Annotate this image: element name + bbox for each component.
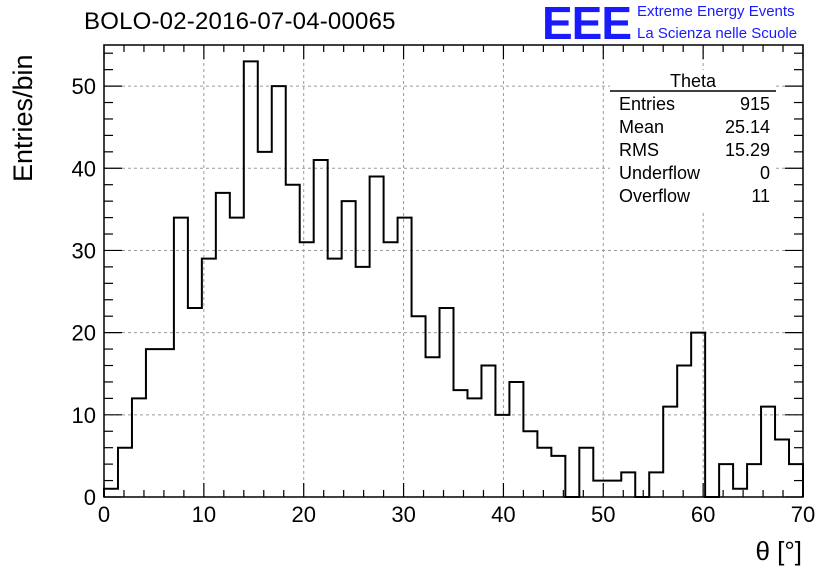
histogram-bin: [356, 267, 370, 497]
x-tick-label: 70: [791, 502, 815, 527]
histogram-bin: [440, 308, 454, 497]
histogram-bin: [719, 464, 733, 497]
x-tick-label: 60: [691, 502, 715, 527]
x-tick-label: 40: [491, 502, 515, 527]
histogram-bin: [649, 472, 663, 497]
histogram-bin: [328, 259, 342, 497]
histogram-bin: [342, 201, 356, 497]
x-tick-label: 30: [391, 502, 415, 527]
histogram-bin: [286, 185, 300, 497]
y-tick-label: 20: [72, 321, 96, 346]
histogram-bin: [370, 176, 384, 497]
histogram-bin: [160, 349, 174, 497]
y-tick-label: 10: [72, 403, 96, 428]
stats-label-entries: Entries: [619, 94, 675, 114]
histogram-bin: [607, 481, 621, 497]
histogram-bin: [258, 152, 272, 497]
stats-label-underflow: Underflow: [619, 163, 701, 183]
stats-label-mean: Mean: [619, 117, 664, 137]
histogram-bin: [481, 366, 495, 497]
stats-label-overflow: Overflow: [619, 186, 691, 206]
histogram-bin: [300, 242, 314, 497]
y-tick-label: 30: [72, 238, 96, 263]
histogram-bin: [104, 489, 118, 497]
histogram-bin: [244, 61, 258, 497]
histogram-bin: [118, 448, 132, 497]
histogram-bin: [384, 242, 398, 497]
stats-label-rms: RMS: [619, 140, 659, 160]
y-axis-label: Entries/bin: [8, 54, 38, 182]
histogram-bin: [733, 489, 747, 497]
histogram-bin: [146, 349, 160, 497]
x-tick-label: 20: [291, 502, 315, 527]
x-axis-label: θ [°]: [755, 536, 802, 566]
histogram-bin: [663, 407, 677, 497]
histogram-bin: [523, 431, 537, 497]
stats-value-mean: 25.14: [725, 117, 770, 137]
histogram-bin: [174, 218, 188, 497]
histogram-line: [103, 60, 804, 498]
histogram-bin: [132, 398, 146, 497]
histogram-bin: [747, 464, 761, 497]
logo-line-1: Extreme Energy Events: [637, 3, 795, 20]
histogram-bin: [495, 415, 509, 497]
stats-box-name: Theta: [670, 71, 717, 91]
y-tick-label: 0: [84, 485, 96, 510]
y-tick-label: 50: [72, 74, 96, 99]
histogram-bin: [426, 357, 440, 497]
histogram-bin: [593, 481, 607, 497]
plot-title: BOLO-02-2016-07-04-00065: [84, 8, 396, 35]
stats-value-underflow: 0: [760, 163, 770, 183]
stats-value-overflow: 11: [751, 186, 770, 206]
x-tick-label: 50: [591, 502, 615, 527]
logo-line-2: La Scienza nelle Scuole: [637, 25, 798, 42]
histogram-bin: [398, 218, 412, 497]
histogram-bin: [467, 398, 481, 497]
stats-value-rms: 15.29: [725, 140, 770, 160]
plot-frame: [103, 44, 804, 498]
eee-logo: EEE: [542, 0, 632, 49]
histogram-bin: [454, 390, 468, 497]
histogram-bin: [314, 160, 328, 497]
histogram-bin: [412, 316, 426, 497]
histogram-bin: [272, 86, 286, 497]
stats-value-entries: 915: [740, 94, 770, 114]
histogram-bin: [537, 448, 551, 497]
y-tick-label: 40: [72, 156, 96, 181]
x-tick-label: 10: [192, 502, 216, 527]
histogram-bin: [230, 218, 244, 497]
histogram-bin: [761, 407, 775, 497]
stats-box-background: [610, 70, 776, 212]
histogram-bin: [677, 366, 691, 497]
histogram-bin: [216, 193, 230, 497]
histogram-bin: [579, 448, 593, 497]
x-tick-label: 0: [98, 502, 110, 527]
histogram-bin: [509, 382, 523, 497]
histogram-bin: [188, 308, 202, 497]
histogram-bin: [775, 439, 789, 497]
